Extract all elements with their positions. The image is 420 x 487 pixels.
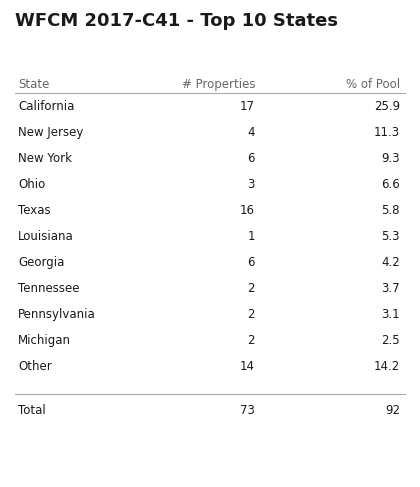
Text: Ohio: Ohio [18,178,45,191]
Text: Texas: Texas [18,204,51,217]
Text: State: State [18,78,50,91]
Text: 2: 2 [247,334,255,347]
Text: Pennsylvania: Pennsylvania [18,308,96,321]
Text: 11.3: 11.3 [374,126,400,139]
Text: Other: Other [18,360,52,373]
Text: % of Pool: % of Pool [346,78,400,91]
Text: 2: 2 [247,308,255,321]
Text: 6.6: 6.6 [381,178,400,191]
Text: 2: 2 [247,282,255,295]
Text: 1: 1 [247,230,255,243]
Text: 3: 3 [248,178,255,191]
Text: 5.3: 5.3 [381,230,400,243]
Text: WFCM 2017-C41 - Top 10 States: WFCM 2017-C41 - Top 10 States [15,12,338,30]
Text: Total: Total [18,404,46,417]
Text: Georgia: Georgia [18,256,64,269]
Text: 92: 92 [385,404,400,417]
Text: # Properties: # Properties [181,78,255,91]
Text: 14.2: 14.2 [374,360,400,373]
Text: 5.8: 5.8 [381,204,400,217]
Text: Michigan: Michigan [18,334,71,347]
Text: Louisiana: Louisiana [18,230,74,243]
Text: 9.3: 9.3 [381,152,400,165]
Text: 2.5: 2.5 [381,334,400,347]
Text: 73: 73 [240,404,255,417]
Text: 3.7: 3.7 [381,282,400,295]
Text: New Jersey: New Jersey [18,126,84,139]
Text: California: California [18,100,74,113]
Text: 6: 6 [247,256,255,269]
Text: 16: 16 [240,204,255,217]
Text: 4: 4 [247,126,255,139]
Text: 4.2: 4.2 [381,256,400,269]
Text: Tennessee: Tennessee [18,282,79,295]
Text: 25.9: 25.9 [374,100,400,113]
Text: 6: 6 [247,152,255,165]
Text: 14: 14 [240,360,255,373]
Text: 17: 17 [240,100,255,113]
Text: New York: New York [18,152,72,165]
Text: 3.1: 3.1 [381,308,400,321]
